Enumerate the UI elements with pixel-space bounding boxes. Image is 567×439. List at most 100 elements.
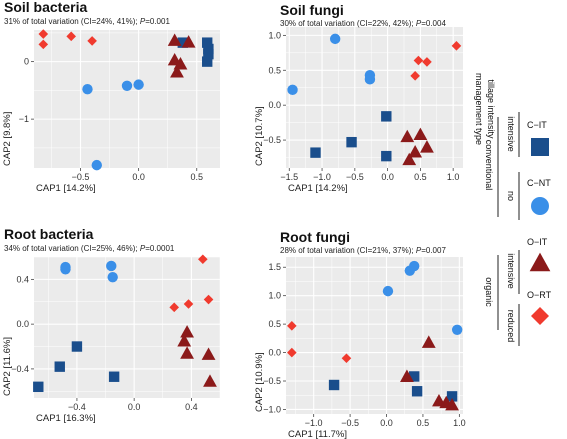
x-tick-label: −0.5: [346, 172, 364, 182]
point-c-it: [328, 379, 340, 391]
x-axis-label: CAP1 [11.7%]: [288, 429, 347, 439]
point-o-it: [203, 374, 217, 387]
panel-subtitle: 28% of total variation (CI=21%, 37%); P=…: [280, 246, 446, 255]
y-tick-label: 0.0: [268, 348, 281, 358]
point-o-rt: [169, 302, 180, 313]
y-tick-label: 1.0: [268, 30, 281, 40]
point-o-it: [177, 334, 192, 347]
legend: management type tillage intensityconventi…: [474, 73, 552, 346]
plot-background: [286, 257, 463, 414]
legend-level-reduced: reduced: [506, 310, 516, 343]
x-tick-label: 0.4: [185, 402, 198, 412]
point-c-it: [108, 371, 120, 382]
y-tick-label: 0.4: [16, 274, 29, 284]
y-tick-label: 0.5: [268, 65, 281, 75]
x-tick-label: 0.0: [128, 402, 141, 412]
point-c-it: [381, 150, 392, 162]
chart-panel-3: −0.4 0.0 0.4 −0.4 0.0 0.4 Root bacteria 34% of …: [2, 226, 221, 424]
x-tick-label: 1.0: [447, 172, 460, 182]
y-tick-label: 1.5: [268, 262, 281, 272]
x-tick-label: 0.0: [380, 418, 393, 428]
legend-group-conventional: conventional: [484, 140, 494, 191]
point-o-rt: [341, 353, 352, 364]
point-o-it: [181, 35, 196, 48]
point-o-it: [400, 129, 415, 143]
y-tick-label: −0.5: [263, 376, 281, 386]
point-o-rt: [203, 294, 214, 305]
point-o-it: [420, 140, 434, 153]
legend-group-organic: organic: [484, 277, 494, 307]
chart-panel-4: −1.0 −0.5 0.0 0.5 1.0 −1.0 −0.5 0.0 0.5 1.0 1.5 Roo…: [254, 229, 466, 439]
legend-heading-management: management type: [474, 73, 484, 145]
data-points: [287, 33, 462, 166]
point-o-rt: [287, 321, 297, 331]
y-tick-label: 0.0: [268, 100, 281, 110]
panel-subtitle: 34% of total variation (CI=25%, 46%); P=…: [4, 244, 175, 253]
point-c-it: [346, 136, 357, 148]
x-tick-label: 0.0: [132, 172, 145, 182]
point-o-rt: [183, 299, 194, 309]
point-c-it: [54, 361, 65, 372]
x-tick-label: 0.5: [414, 172, 427, 182]
point-o-rt: [413, 55, 424, 66]
point-c-nt: [133, 79, 144, 90]
y-axis-label: CAP2 [11.6%]: [2, 337, 13, 396]
legend-level-no: no: [506, 191, 516, 201]
point-o-rt: [38, 29, 49, 39]
x-tick-label: −0.5: [72, 172, 90, 182]
y-axis-label: CAP2 [10.7%]: [254, 106, 265, 166]
y-tick-label: 0.0: [16, 319, 29, 329]
point-o-it: [167, 33, 182, 46]
x-tick-label: −1.0: [305, 418, 323, 428]
point-c-nt: [408, 260, 420, 272]
point-c-nt: [121, 80, 133, 91]
point-c-it: [33, 381, 44, 393]
point-o-rt: [410, 71, 420, 81]
y-tick-label: −0.5: [263, 135, 281, 145]
point-c-it: [71, 341, 83, 352]
point-o-rt: [87, 36, 97, 46]
point-o-it: [180, 346, 194, 359]
panel-subtitle: 31% of total variation (CI=24%, 41%); P=…: [4, 17, 170, 26]
point-o-it: [180, 325, 194, 338]
point-c-nt: [82, 84, 93, 95]
y-tick-label: 0.5: [268, 319, 281, 329]
data-points: [33, 254, 217, 393]
x-axis-label: CAP1 [14.2%]: [288, 183, 348, 194]
legend-heading-tillage: tillage intensity: [486, 79, 496, 139]
x-axis-label: CAP1 [16.3%]: [36, 413, 96, 424]
x-axis-label: CAP1 [14.2%]: [36, 183, 96, 194]
point-c-it: [202, 56, 213, 67]
point-o-rt: [287, 347, 297, 358]
point-c-nt: [451, 324, 463, 336]
point-o-rt: [38, 39, 49, 50]
point-o-rt: [66, 31, 76, 42]
point-o-it: [402, 152, 417, 166]
point-o-it: [413, 127, 428, 141]
legend-code-c-it: C−IT: [527, 120, 547, 130]
point-c-nt: [329, 33, 341, 45]
panel-title: Soil bacteria: [4, 0, 87, 15]
x-tick-label: −1.5: [280, 172, 298, 182]
data-points: [38, 29, 214, 171]
legend-level-intensive: intensive: [506, 253, 516, 289]
point-o-it: [170, 65, 184, 78]
x-tick-label: 0.0: [381, 172, 394, 182]
legend-marker-o-rt: [531, 307, 549, 325]
panel-title: Root fungi: [280, 229, 350, 245]
plot-background: [34, 257, 220, 398]
y-axis-label: CAP2 [10.9%]: [254, 352, 265, 412]
y-tick-label: 1.0: [268, 291, 281, 301]
legend-marker-o-it: [529, 252, 551, 272]
legend-code-c-nt: C−NT: [527, 178, 551, 188]
point-c-it: [202, 37, 213, 48]
point-c-nt: [60, 264, 71, 275]
point-o-rt: [422, 57, 432, 67]
point-o-rt: [451, 41, 462, 51]
x-tick-label: 1.0: [453, 418, 466, 428]
y-axis-label: CAP2 [9.8%]: [2, 112, 13, 166]
legend-marker-c-it: [531, 138, 549, 156]
legend-level-intensive: intensive: [506, 116, 516, 152]
legend-code-o-it: O−IT: [527, 237, 548, 247]
